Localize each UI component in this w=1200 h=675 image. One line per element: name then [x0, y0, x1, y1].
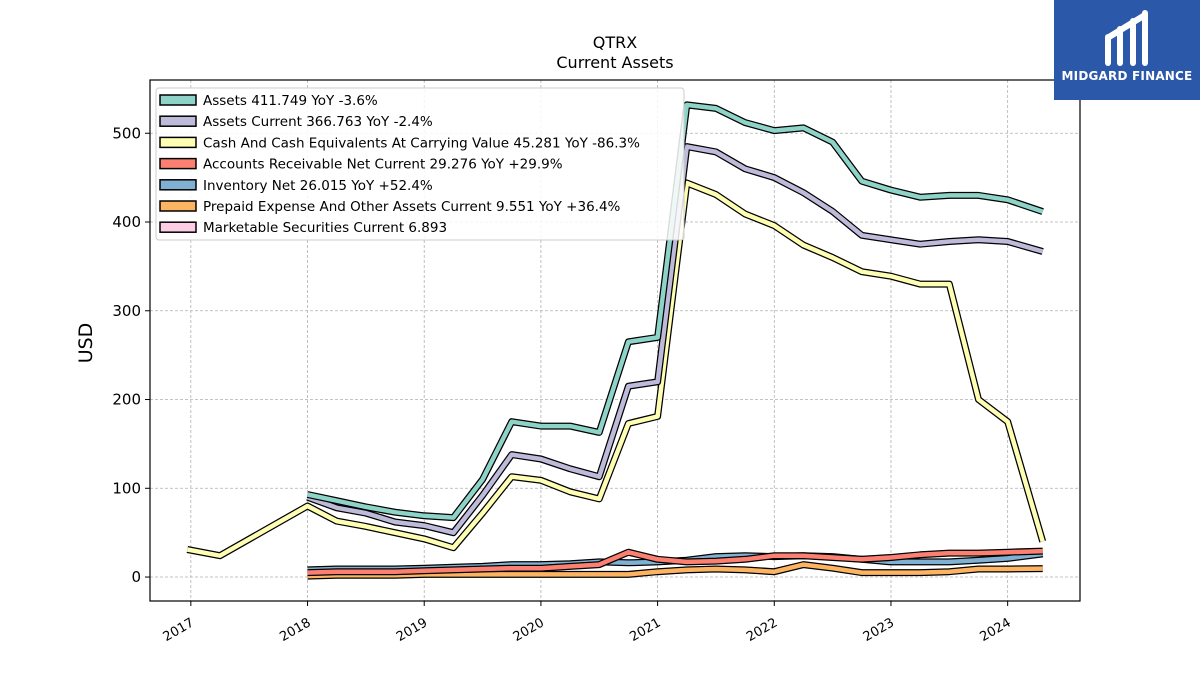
series-line-2 — [186, 179, 1047, 560]
legend-swatch — [159, 94, 197, 106]
series-line — [186, 180, 1045, 558]
y-tick-label: 100 — [112, 479, 141, 497]
legend-swatch — [159, 179, 197, 191]
legend-swatch — [159, 200, 197, 212]
legend-label: Accounts Receivable Net Current 29.276 Y… — [203, 157, 563, 173]
series-line-5 — [307, 561, 1043, 580]
plot-frame — [149, 79, 1081, 602]
legend-label: Assets 411.749 YoY -3.6% — [203, 93, 378, 109]
series-line — [306, 144, 1044, 535]
legend-label: Inventory Net 26.015 YoY +52.4% — [203, 178, 433, 194]
series-line-1 — [306, 143, 1044, 537]
legend-label: Assets Current 366.763 YoY -2.4% — [203, 114, 433, 130]
legend-label: Cash And Cash Equivalents At Carrying Va… — [203, 135, 640, 151]
x-tick-label: 2017 — [161, 615, 197, 645]
legend-swatch — [159, 136, 197, 149]
x-tick-label: 2019 — [394, 615, 430, 645]
logo-mark-icon — [1105, 10, 1148, 66]
x-tick-label: 2024 — [977, 615, 1013, 645]
legend: Assets 411.749 YoY -3.6% Assets Current 3… — [155, 87, 685, 241]
legend-box — [155, 87, 685, 241]
y-tick-label: 300 — [112, 302, 141, 320]
brand-logo: MIDGARD FINANCE — [1054, 0, 1200, 100]
chart-title: QTRX — [593, 33, 637, 52]
logo-text: MIDGARD FINANCE — [1061, 69, 1193, 83]
legend-swatch — [159, 115, 197, 127]
x-tick-label: 2018 — [277, 615, 313, 645]
series-line — [307, 562, 1043, 579]
x-tick-label: 2022 — [744, 615, 780, 645]
y-axis-label: USD — [75, 323, 97, 364]
y-tick-label: 500 — [112, 124, 141, 142]
y-tick-label: 400 — [112, 213, 141, 231]
y-tick-label: 200 — [112, 391, 141, 409]
series-line — [307, 548, 1043, 575]
y-tick-label: 0 — [131, 568, 141, 586]
x-tick-label: 2023 — [861, 615, 897, 645]
x-tick-label: 2020 — [511, 615, 547, 645]
chart-subtitle: Current Assets — [556, 53, 673, 72]
x-tick-label: 2021 — [627, 615, 663, 645]
legend-swatch — [159, 157, 197, 170]
legend-swatch — [159, 221, 197, 233]
series-line-3 — [307, 547, 1043, 577]
legend-label: Prepaid Expense And Other Assets Current… — [203, 199, 621, 215]
legend-label: Marketable Securities Current 6.893 — [203, 220, 447, 236]
